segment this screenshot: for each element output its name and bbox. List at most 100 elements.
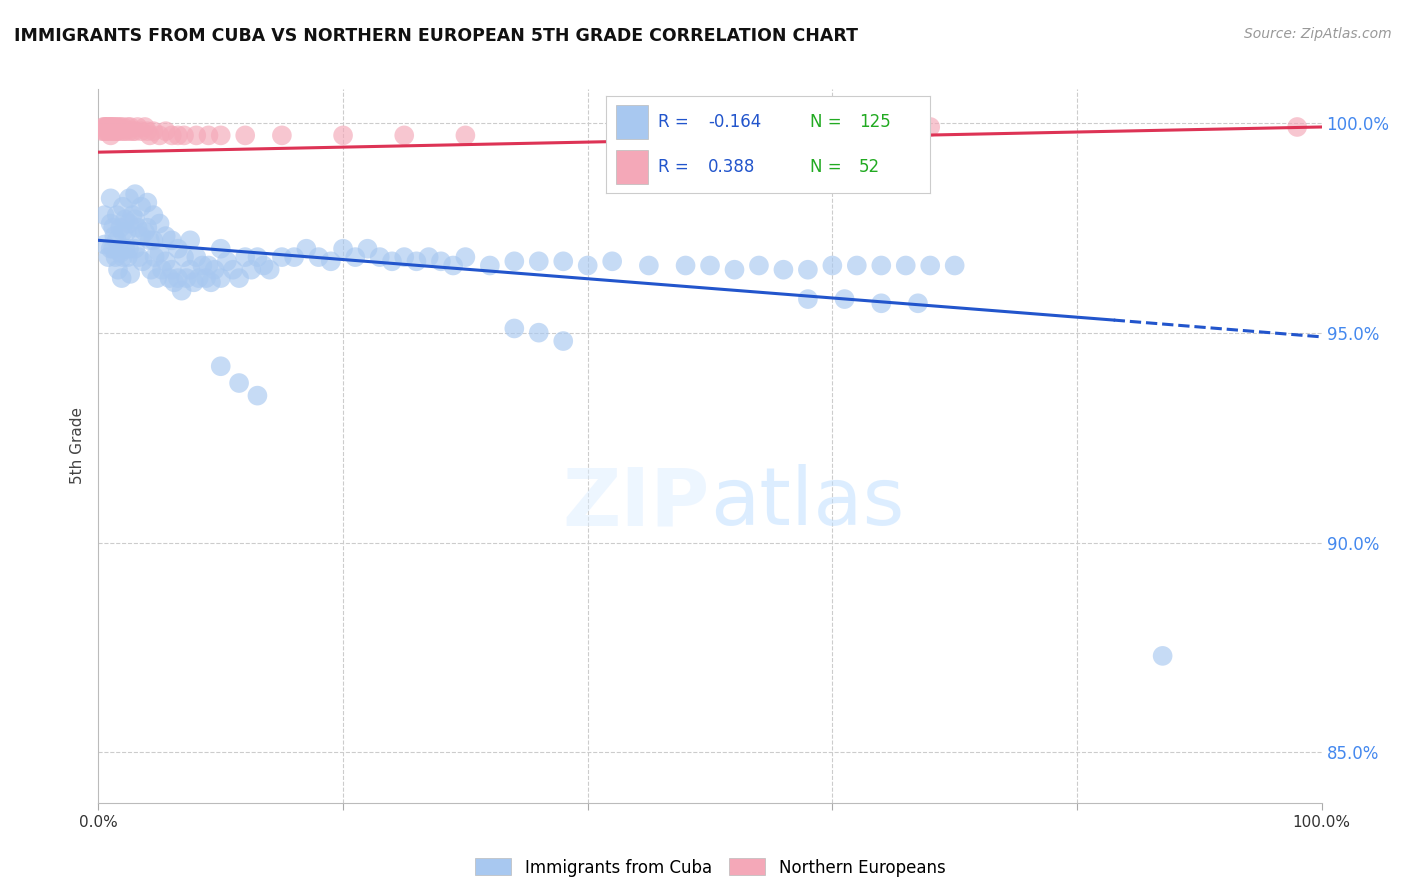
- Point: [96, 120, 118, 134]
- Point: [233, 128, 256, 143]
- Point: [101, 220, 124, 235]
- Point: [454, 128, 477, 143]
- Point: [131, 254, 153, 268]
- Point: [115, 225, 138, 239]
- Point: [93, 124, 115, 138]
- Point: [332, 242, 354, 256]
- Point: [1152, 648, 1174, 663]
- Point: [186, 250, 208, 264]
- Point: [111, 120, 134, 134]
- Point: [105, 124, 128, 138]
- Point: [527, 254, 550, 268]
- Point: [576, 259, 599, 273]
- Point: [441, 259, 464, 273]
- Point: [136, 220, 159, 235]
- Point: [240, 262, 263, 277]
- Point: [195, 271, 218, 285]
- Point: [150, 262, 173, 277]
- Point: [100, 191, 122, 205]
- Point: [118, 217, 141, 231]
- Text: ZIP: ZIP: [562, 464, 710, 542]
- Point: [870, 296, 893, 310]
- Point: [503, 321, 526, 335]
- Point: [157, 271, 180, 285]
- Point: [142, 208, 165, 222]
- Point: [215, 254, 238, 268]
- Point: [124, 212, 146, 227]
- Point: [179, 262, 201, 277]
- Point: [100, 124, 122, 138]
- Point: [111, 200, 134, 214]
- Point: [368, 250, 391, 264]
- Point: [94, 124, 117, 138]
- Point: [173, 128, 195, 143]
- Y-axis label: 5th Grade: 5th Grade: [70, 408, 86, 484]
- Point: [155, 229, 177, 244]
- Point: [149, 246, 172, 260]
- Point: [91, 124, 114, 138]
- Point: [117, 120, 139, 134]
- Point: [105, 120, 128, 134]
- Point: [110, 246, 132, 260]
- Point: [105, 233, 128, 247]
- Point: [418, 250, 440, 264]
- Point: [246, 250, 269, 264]
- Point: [197, 259, 219, 273]
- Point: [124, 124, 146, 138]
- Point: [943, 259, 966, 273]
- Point: [167, 271, 190, 285]
- Point: [270, 128, 294, 143]
- Point: [118, 242, 141, 256]
- Point: [111, 124, 134, 138]
- Point: [228, 376, 250, 390]
- Point: [114, 212, 136, 227]
- Point: [170, 284, 193, 298]
- Point: [110, 120, 132, 134]
- Point: [108, 124, 131, 138]
- Point: [98, 120, 121, 134]
- Point: [127, 220, 149, 235]
- Point: [748, 259, 770, 273]
- Point: [105, 208, 128, 222]
- Point: [160, 262, 183, 277]
- Point: [93, 120, 115, 134]
- Point: [129, 229, 152, 244]
- Point: [392, 128, 416, 143]
- Point: [167, 242, 190, 256]
- Point: [134, 120, 156, 134]
- Point: [209, 242, 232, 256]
- Point: [344, 250, 367, 264]
- Point: [209, 128, 232, 143]
- Point: [308, 250, 330, 264]
- Point: [155, 254, 177, 268]
- Point: [454, 250, 477, 264]
- Point: [259, 262, 281, 277]
- Point: [200, 275, 222, 289]
- Point: [101, 242, 124, 256]
- Point: [120, 120, 142, 134]
- Point: [332, 128, 354, 143]
- Point: [139, 233, 162, 247]
- Point: [118, 191, 141, 205]
- Point: [100, 217, 122, 231]
- Point: [405, 254, 427, 268]
- Point: [91, 120, 114, 134]
- Point: [723, 262, 745, 277]
- Point: [191, 259, 214, 273]
- Point: [920, 120, 942, 134]
- Point: [142, 124, 165, 138]
- Point: [111, 250, 134, 264]
- Point: [167, 128, 190, 143]
- Point: [638, 259, 661, 273]
- Legend: Immigrants from Cuba, Northern Europeans: Immigrants from Cuba, Northern Europeans: [475, 858, 945, 877]
- Point: [139, 262, 162, 277]
- Point: [117, 250, 139, 264]
- Point: [503, 254, 526, 268]
- Point: [103, 120, 125, 134]
- Point: [176, 271, 198, 285]
- Point: [136, 195, 159, 210]
- Point: [93, 208, 115, 222]
- Point: [392, 250, 416, 264]
- Point: [120, 267, 142, 281]
- Point: [228, 271, 250, 285]
